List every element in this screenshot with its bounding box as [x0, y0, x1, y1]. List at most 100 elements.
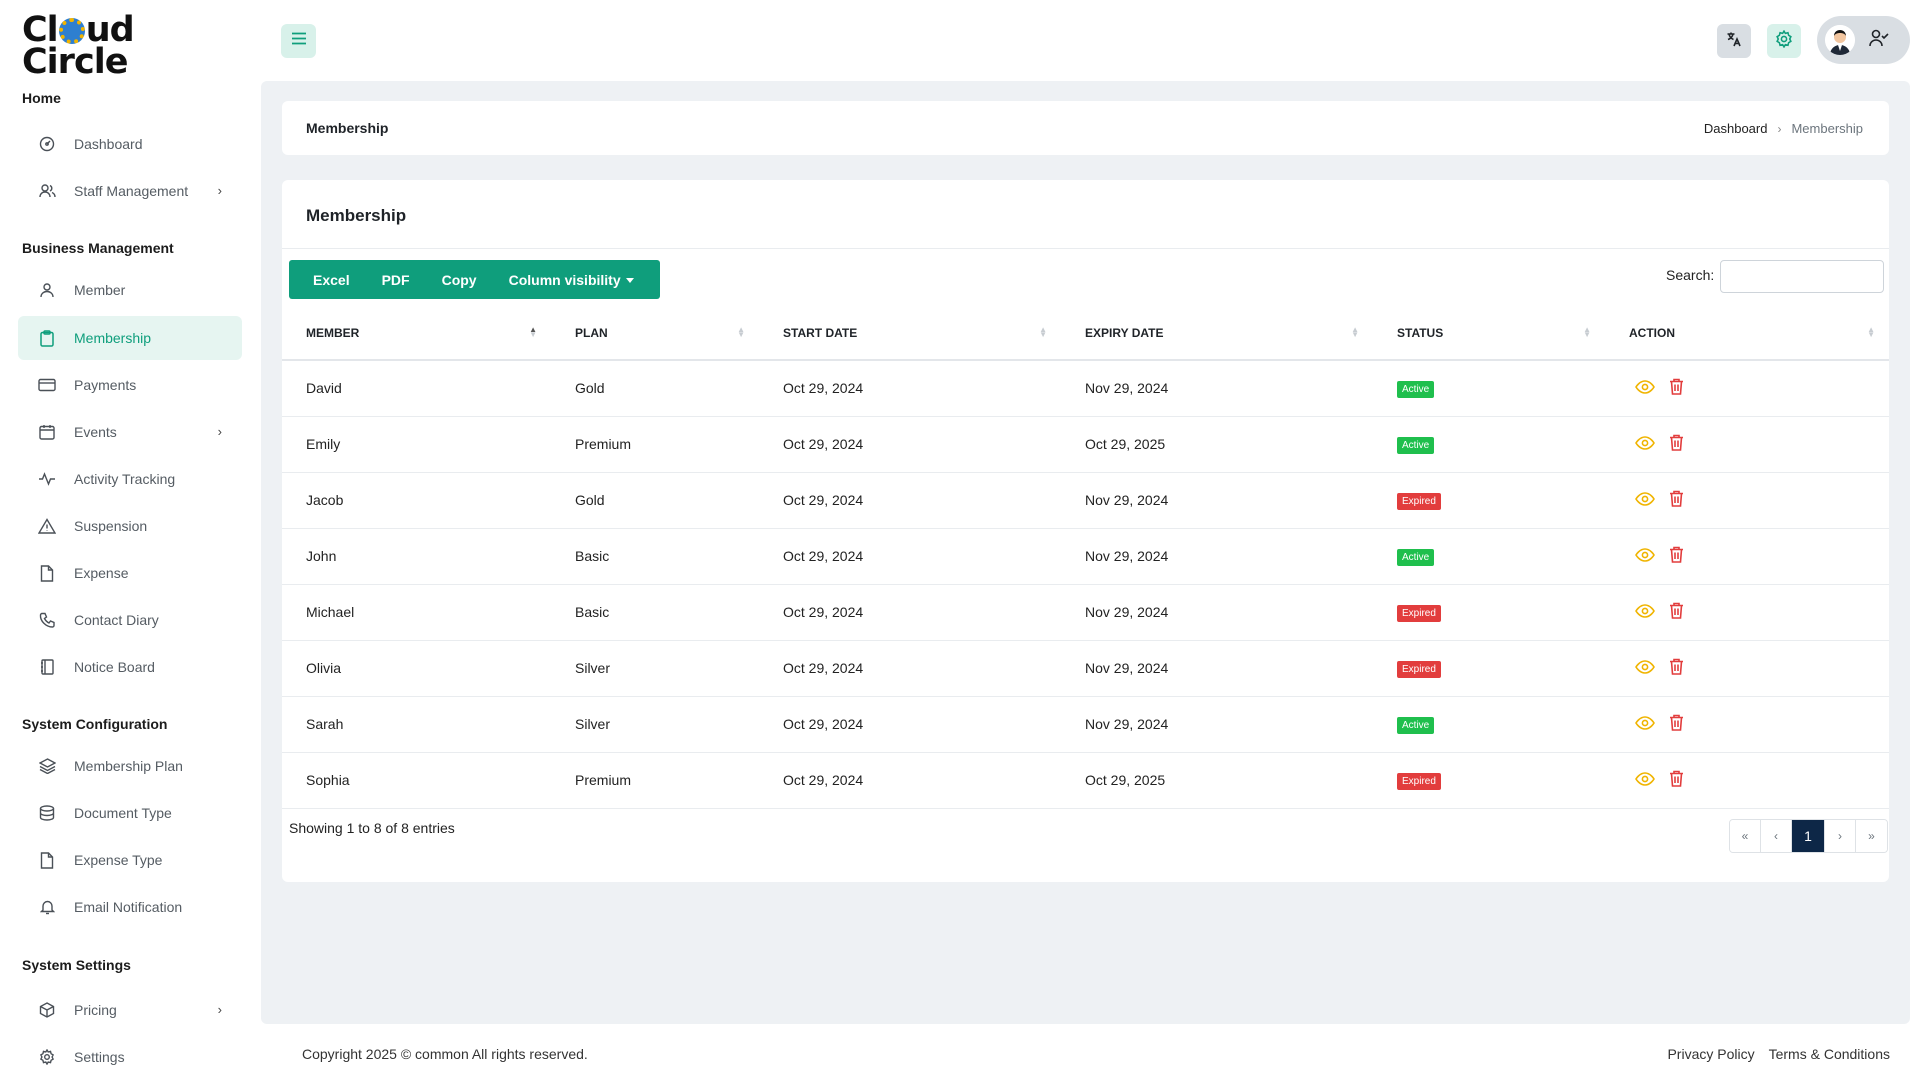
cell-status: Expired: [1373, 640, 1605, 697]
sidebar-item-membership[interactable]: Membership: [18, 316, 242, 360]
gear-icon: [1775, 29, 1793, 53]
sidebar-item-staff-management[interactable]: Staff Management ›: [18, 169, 242, 213]
sidebar-item-member[interactable]: Member: [18, 268, 242, 312]
sidebar-item-expense-type[interactable]: Expense Type: [18, 838, 242, 882]
logo-globe-icon: [58, 18, 85, 44]
view-icon[interactable]: [1635, 659, 1655, 677]
sidebar-item-expense[interactable]: Expense: [18, 551, 242, 595]
delete-icon[interactable]: [1669, 658, 1684, 678]
cell-status: Active: [1373, 528, 1605, 585]
privacy-policy-link[interactable]: Privacy Policy: [1667, 1046, 1755, 1062]
pdf-button[interactable]: PDF: [381, 271, 410, 288]
warning-icon: [38, 517, 56, 535]
sidebar-item-label: Member: [74, 282, 126, 298]
column-header-start-date[interactable]: Start Date ▲ ▼: [759, 306, 1061, 361]
chevron-right-icon: ›: [217, 424, 222, 439]
first-page-button[interactable]: «: [1730, 820, 1761, 852]
sidebar-item-document-type[interactable]: Document Type: [18, 791, 242, 835]
view-icon[interactable]: [1635, 491, 1655, 509]
sidebar-item-settings[interactable]: Settings: [18, 1035, 242, 1079]
column-header-member[interactable]: Member ▲ ▼: [282, 306, 551, 361]
column-header-expiry-date[interactable]: Expiry Date ▲ ▼: [1061, 306, 1373, 361]
membership-table-card: Membership Excel PDF Copy Column visibil…: [282, 180, 1889, 882]
menu-toggle-button[interactable]: [281, 24, 316, 58]
table-row: Emily Premium Oct 29, 2024 Oct 29, 2025 Acti…: [282, 416, 1889, 473]
cloud-circle-logo[interactable]: Cl ud Circle: [22, 13, 142, 80]
sidebar-item-membership-plan[interactable]: Membership Plan: [18, 744, 242, 788]
excel-button[interactable]: Excel: [313, 271, 350, 288]
chevron-right-icon: ›: [217, 183, 222, 198]
staff-icon: [38, 182, 56, 200]
view-icon[interactable]: [1635, 435, 1655, 453]
cell-start-date: Oct 29, 2024: [759, 416, 1061, 473]
sidebar-item-label: Pricing: [74, 1002, 117, 1018]
cell-plan: Basic: [551, 584, 759, 641]
sidebar-item-label: Membership: [74, 330, 152, 346]
user-profile-button[interactable]: [1817, 16, 1910, 64]
table-row: Sarah Silver Oct 29, 2024 Nov 29, 2024 Activ…: [282, 696, 1889, 753]
terms-conditions-link[interactable]: Terms & Conditions: [1768, 1046, 1890, 1062]
delete-icon[interactable]: [1669, 490, 1684, 510]
view-icon[interactable]: [1635, 603, 1655, 621]
column-header-status[interactable]: Status ▲ ▼: [1373, 306, 1605, 361]
export-button-group: Excel PDF Copy Column visibility: [289, 260, 660, 299]
delete-icon[interactable]: [1669, 378, 1684, 398]
status-badge: Expired: [1397, 604, 1441, 622]
user-icon: [38, 281, 56, 299]
column-header-plan[interactable]: Plan ▲ ▼: [551, 306, 759, 361]
delete-icon[interactable]: [1669, 770, 1684, 790]
sidebar-item-pricing[interactable]: Pricing ›: [18, 988, 242, 1032]
settings-button[interactable]: [1767, 24, 1801, 58]
copy-button[interactable]: Copy: [441, 271, 477, 288]
cell-plan: Premium: [551, 752, 759, 809]
sidebar-item-payments[interactable]: Payments: [18, 363, 242, 407]
last-page-button[interactable]: »: [1856, 820, 1887, 852]
sidebar-item-label: Suspension: [74, 518, 148, 534]
sidebar-item-activity-tracking[interactable]: Activity Tracking: [18, 457, 242, 501]
caret-down-icon: [625, 277, 634, 283]
cell-expiry-date: Nov 29, 2024: [1061, 472, 1373, 529]
cell-action: [1605, 696, 1889, 753]
sidebar-item-suspension[interactable]: Suspension: [18, 504, 242, 548]
file-icon: [38, 851, 56, 869]
view-icon[interactable]: [1635, 771, 1655, 789]
next-page-button[interactable]: ›: [1825, 820, 1856, 852]
user-check-icon: [1869, 29, 1889, 52]
cell-member: David: [282, 360, 551, 417]
breadcrumb: Dashboard › Membership: [1704, 121, 1863, 136]
column-header-action[interactable]: Action ▲ ▼: [1605, 306, 1889, 361]
view-icon[interactable]: [1635, 547, 1655, 565]
cell-member: Michael: [282, 584, 551, 641]
sidebar-item-contact-diary[interactable]: Contact Diary: [18, 598, 242, 642]
cell-member: Emily: [282, 416, 551, 473]
view-icon[interactable]: [1635, 715, 1655, 733]
delete-icon[interactable]: [1669, 434, 1684, 454]
language-button[interactable]: [1717, 24, 1751, 58]
sidebar-item-events[interactable]: Events ›: [18, 410, 242, 454]
table-info: Showing 1 to 8 of 8 entries: [289, 820, 455, 836]
sidebar-item-notice-board[interactable]: Notice Board: [18, 645, 242, 689]
gear-icon: [38, 1048, 56, 1066]
status-badge: Expired: [1397, 660, 1441, 678]
sidebar-item-dashboard[interactable]: Dashboard: [18, 122, 242, 166]
status-badge: Active: [1397, 548, 1435, 566]
page-1-button[interactable]: 1: [1792, 820, 1825, 852]
database-icon: [38, 804, 56, 822]
column-visibility-button[interactable]: Column visibility: [493, 272, 650, 288]
breadcrumb-dashboard-link[interactable]: Dashboard: [1703, 121, 1768, 136]
prev-page-button[interactable]: ‹: [1761, 820, 1792, 852]
cell-start-date: Oct 29, 2024: [759, 640, 1061, 697]
search-input[interactable]: [1720, 260, 1884, 293]
delete-icon[interactable]: [1669, 602, 1684, 622]
pagination: « ‹ 1 › »: [1729, 819, 1888, 853]
view-icon[interactable]: [1635, 379, 1655, 397]
column-header-label: Status: [1397, 325, 1444, 340]
sort-icon: ▲ ▼: [1867, 325, 1875, 339]
cell-expiry-date: Nov 29, 2024: [1061, 360, 1373, 417]
delete-icon[interactable]: [1669, 714, 1684, 734]
cell-status: Active: [1373, 416, 1605, 473]
cell-action: [1605, 416, 1889, 473]
file-icon: [38, 564, 56, 582]
delete-icon[interactable]: [1669, 546, 1684, 566]
sidebar-item-email-notification[interactable]: Email Notification: [18, 885, 242, 929]
